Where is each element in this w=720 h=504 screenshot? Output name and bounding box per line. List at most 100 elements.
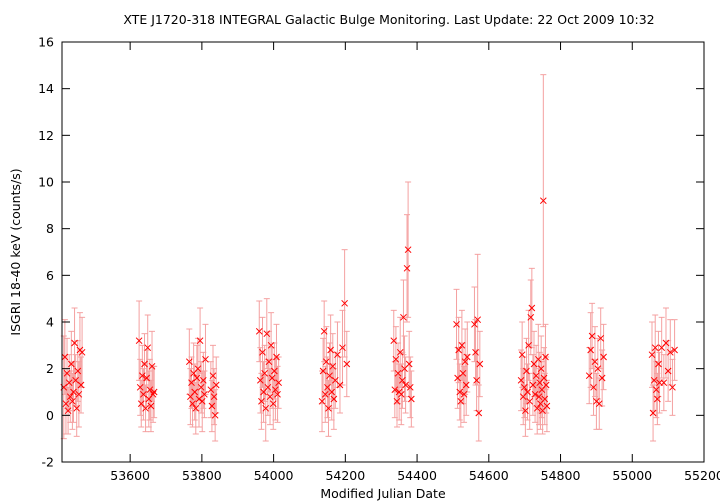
x-axis-label: Modified Julian Date: [320, 486, 446, 501]
data-point: [320, 327, 328, 335]
data-point: [64, 407, 72, 415]
data-point: [404, 246, 412, 254]
data-point: [471, 320, 478, 328]
data-point: [136, 383, 144, 391]
data-point: [524, 388, 531, 396]
data-point: [648, 351, 656, 359]
data-point: [267, 341, 275, 349]
y-tick-label: 4: [46, 315, 54, 330]
data-point: [542, 353, 549, 361]
data-point: [196, 337, 204, 345]
data-point: [594, 365, 602, 373]
data-point: [461, 358, 469, 366]
y-tick-label: 6: [46, 268, 54, 283]
data-point: [587, 346, 595, 354]
data-point: [275, 379, 282, 387]
data-point: [208, 402, 216, 410]
data-point: [669, 383, 676, 391]
data-point: [322, 358, 330, 366]
y-tick-label: 0: [46, 408, 54, 423]
data-points: [60, 197, 678, 419]
data-point: [197, 383, 205, 391]
y-tick-label: -2: [42, 455, 54, 470]
data-point: [263, 330, 271, 338]
data-point: [532, 372, 540, 380]
data-point: [541, 395, 549, 403]
data-point: [392, 355, 400, 363]
data-point: [660, 379, 668, 387]
x-tick-label: 54400: [397, 468, 437, 483]
data-point: [463, 353, 471, 361]
data-point: [591, 358, 599, 366]
data-point: [405, 360, 413, 368]
data-point: [211, 411, 219, 419]
data-point: [330, 395, 338, 403]
plot-frame: [61, 41, 705, 463]
data-point: [270, 367, 278, 375]
data-point: [459, 369, 467, 377]
x-tick-label: 54800: [541, 468, 581, 483]
data-point: [651, 344, 659, 352]
x-tick-label: 54000: [254, 468, 294, 483]
data-point: [274, 390, 281, 398]
data-point: [268, 374, 276, 382]
data-point: [189, 400, 196, 408]
data-point: [396, 348, 404, 356]
data-point: [202, 355, 209, 363]
data-point: [212, 381, 220, 389]
data-point: [455, 346, 463, 354]
data-point: [650, 376, 658, 384]
data-point: [201, 390, 208, 398]
data-point: [66, 393, 74, 401]
data-point: [73, 404, 81, 412]
data-point: [474, 316, 482, 324]
data-point: [664, 367, 672, 375]
data-point: [402, 381, 409, 389]
data-point: [71, 339, 78, 347]
data-point: [143, 374, 150, 382]
data-point: [406, 383, 414, 391]
data-point: [327, 346, 334, 354]
data-point: [520, 383, 528, 391]
data-point: [261, 369, 268, 377]
data-point: [264, 383, 272, 391]
data-point: [475, 409, 483, 417]
data-point: [343, 360, 351, 368]
data-point: [526, 397, 534, 405]
data-point: [662, 339, 670, 347]
data-point: [325, 404, 332, 412]
data-point: [407, 395, 415, 403]
data-point: [531, 390, 539, 398]
data-point: [256, 376, 264, 384]
data-point: [454, 374, 461, 382]
data-point: [472, 348, 479, 356]
data-point: [185, 358, 193, 366]
data-point: [329, 362, 337, 370]
data-point: [473, 376, 480, 384]
data-point: [655, 360, 662, 368]
data-point: [652, 386, 660, 394]
data-point: [394, 369, 402, 377]
data-point: [649, 409, 657, 417]
y-tick-label: 14: [38, 81, 54, 96]
data-point: [527, 313, 535, 321]
data-point: [517, 376, 525, 384]
data-point: [321, 390, 329, 398]
data-point: [147, 402, 155, 410]
x-tick-label: 53800: [182, 468, 222, 483]
data-point: [590, 383, 597, 391]
data-point: [272, 386, 279, 394]
data-point: [266, 393, 274, 401]
data-point: [326, 372, 333, 380]
data-point: [542, 381, 550, 389]
chart-title: XTE J1720-318 INTEGRAL Galactic Bulge Mo…: [123, 12, 654, 27]
data-point: [525, 341, 532, 349]
data-point: [476, 360, 484, 368]
data-point: [72, 376, 79, 384]
data-point: [390, 337, 398, 345]
y-tick-label: 12: [38, 128, 54, 143]
data-point: [70, 388, 77, 396]
data-point: [529, 381, 537, 389]
data-point: [334, 351, 341, 359]
